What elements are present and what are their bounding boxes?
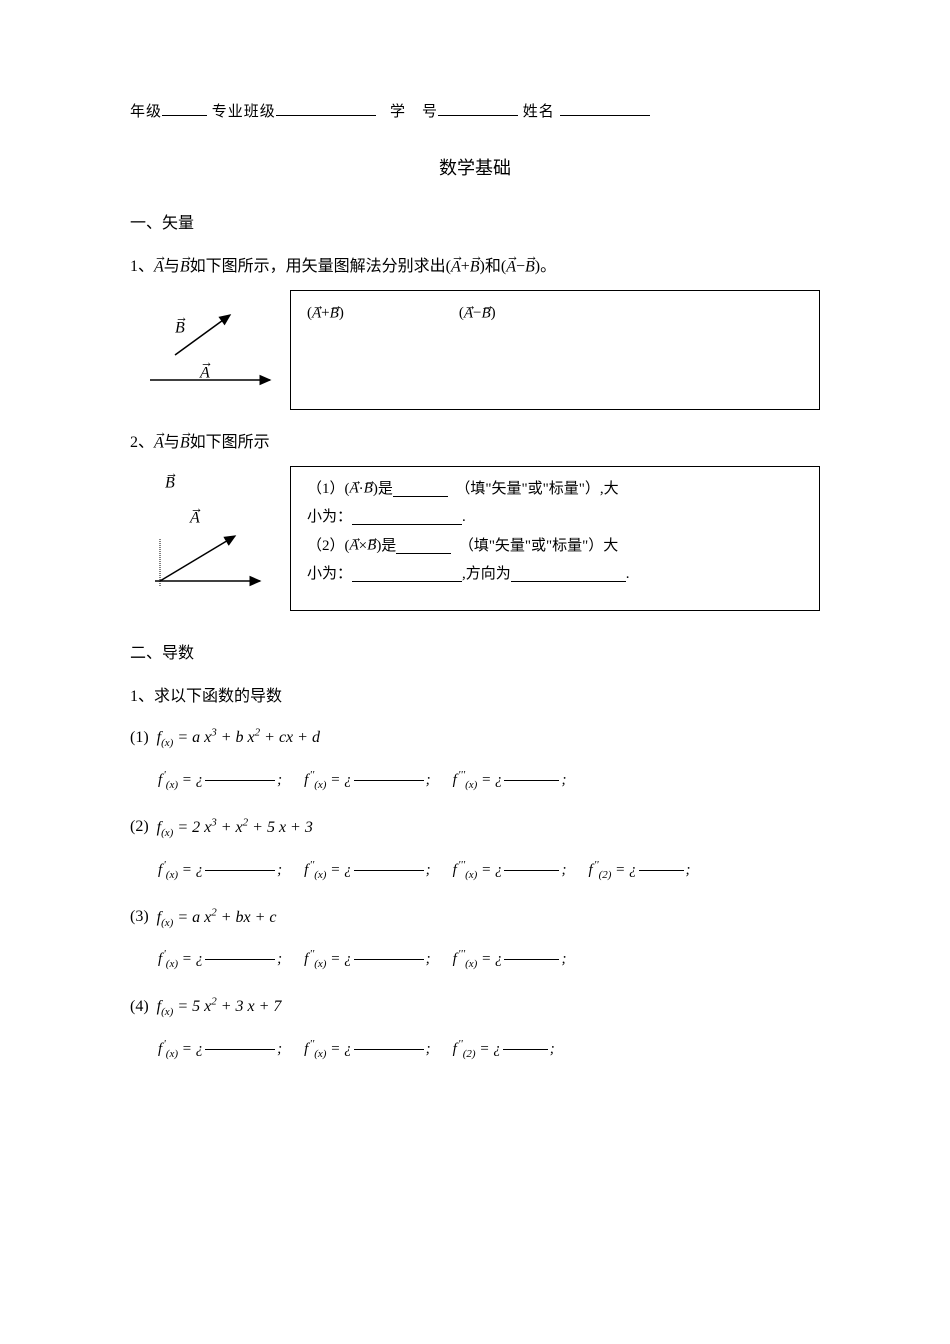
deriv3-expr: f(x) = a x2 + bx + c [157, 909, 277, 926]
header-info: 年级 专业班级 学 号 姓名 [130, 100, 820, 124]
deriv1-expr: f(x) = a x3 + b x2 + cx + d [157, 729, 320, 746]
blank-cross-type[interactable] [396, 539, 451, 554]
deriv2-func: (2) f(x) = 2 x3 + x2 + 5 x + 3 [130, 814, 820, 842]
deriv-item-2: (2) f(x) = 2 x3 + x2 + 5 x + 3 f '(x) = … [130, 814, 820, 884]
diagram1-A-label: A [200, 360, 210, 386]
vector-diagram-1: A B [130, 290, 280, 400]
p1-answer-box[interactable]: (A+B) (A−B) [290, 290, 820, 410]
diagram2-A-label: A [190, 506, 200, 532]
deriv3-func: (3) f(x) = a x2 + bx + c [130, 904, 820, 932]
p2-answer-box[interactable]: （1）(A·B)是 （填"矢量"或"标量"）,大 小为：. （2）(A×B)是 … [290, 466, 820, 611]
id-label: 学 号 [390, 104, 438, 120]
p2-line3: （2）(A×B)是 （填"矢量"或"标量"）大 [307, 532, 803, 561]
vec-B: B [180, 256, 190, 275]
page-title: 数学基础 [130, 154, 820, 183]
d1-fppp: f '''(x) = ¿; [453, 767, 567, 795]
problem-2-text: 2、A与B如下图所示 [130, 430, 820, 456]
p2-vec-B: B [180, 432, 190, 451]
p1-box-row: (A+B) (A−B) [307, 299, 803, 328]
p2-prefix: 2、 [130, 434, 154, 451]
p1-m4: )和( [480, 258, 507, 275]
p2-vec-A: A [154, 432, 164, 451]
problem-1: 1、A与B如下图所示，用矢量图解法分别求出(A+B)和(A−B)。 A B (A… [130, 254, 820, 410]
deriv3-answers: f '(x) = ¿; f ''(x) = ¿; f '''(x) = ¿; [130, 946, 820, 974]
vec-A3: A [506, 256, 516, 275]
p1-m2: 如下图所示，用矢量图解法分别求出( [190, 258, 451, 275]
p2-line2: 小为：. [307, 503, 803, 532]
name-blank[interactable] [560, 101, 650, 116]
deriv-prompt: 1、求以下函数的导数 [130, 684, 820, 710]
p1-prefix: 1、 [130, 258, 154, 275]
name-label: 姓名 [523, 104, 555, 120]
p2-diagram-row: A B （1）(A·B)是 （填"矢量"或"标量"）,大 小为：. （2）(A×… [130, 466, 820, 611]
deriv2-expr: f(x) = 2 x3 + x2 + 5 x + 3 [157, 819, 313, 836]
d1-fpp: f ''(x) = ¿; [304, 767, 430, 795]
grade-blank[interactable] [162, 101, 207, 116]
vector-diagram-2: A B [130, 466, 280, 596]
deriv1-answers: f '(x) = ¿; f ''(x) = ¿; f '''(x) = ¿; [130, 767, 820, 795]
vector-svg-2 [130, 466, 280, 596]
deriv-item-4: (4) f(x) = 5 x2 + 3 x + 7 f '(x) = ¿; f … [130, 994, 820, 1064]
deriv4-expr: f(x) = 5 x2 + 3 x + 7 [157, 998, 282, 1015]
deriv-item-1: (1) f(x) = a x3 + b x2 + cx + d f '(x) =… [130, 725, 820, 795]
major-blank[interactable] [276, 101, 376, 116]
problem-2: 2、A与B如下图所示 A B （1）(A·B)是 （填"矢量"或"标量"）,大 [130, 430, 820, 611]
AplusB-label: (A+B) [307, 299, 344, 328]
d2-fp: f '(x) = ¿; [158, 857, 282, 885]
blank-cross-dir[interactable] [511, 567, 626, 582]
diagram1-B-label: B [175, 315, 185, 341]
d2-fpp2: f ''(2) = ¿; [588, 857, 690, 885]
deriv4-func: (4) f(x) = 5 x2 + 3 x + 7 [130, 994, 820, 1022]
grade-label: 年级 [130, 104, 162, 120]
p1-diagram-row: A B (A+B) (A−B) [130, 290, 820, 410]
d4-fpp: f ''(x) = ¿; [304, 1036, 430, 1064]
blank-dot-mag[interactable] [352, 510, 462, 525]
d4-fpp2: f ''(2) = ¿; [453, 1036, 555, 1064]
deriv2-answers: f '(x) = ¿; f ''(x) = ¿; f '''(x) = ¿; f… [130, 857, 820, 885]
vec-B3: B [525, 256, 535, 275]
d2-fpp: f ''(x) = ¿; [304, 857, 430, 885]
problem-1-text: 1、A与B如下图所示，用矢量图解法分别求出(A+B)和(A−B)。 [130, 254, 820, 280]
vec-A2: A [451, 256, 461, 275]
d3-fp: f '(x) = ¿; [158, 946, 282, 974]
d3-fpp: f ''(x) = ¿; [304, 946, 430, 974]
section1-title: 一、矢量 [130, 211, 820, 237]
p2-line4: 小为：,方向为. [307, 560, 803, 589]
d1-fp: f '(x) = ¿; [158, 767, 282, 795]
d3-fppp: f '''(x) = ¿; [453, 946, 567, 974]
section2-title: 二、导数 [130, 641, 820, 667]
d4-fp: f '(x) = ¿; [158, 1036, 282, 1064]
major-label: 专业班级 [212, 104, 276, 120]
blank-cross-mag[interactable] [352, 567, 462, 582]
id-blank[interactable] [438, 101, 518, 116]
deriv1-func: (1) f(x) = a x3 + b x2 + cx + d [130, 725, 820, 753]
vec-A: A [154, 256, 164, 275]
deriv-item-3: (3) f(x) = a x2 + bx + c f '(x) = ¿; f '… [130, 904, 820, 974]
diagram2-B-label: B [165, 471, 175, 497]
p2-end: 如下图所示 [190, 434, 270, 451]
d2-fppp: f '''(x) = ¿; [453, 857, 567, 885]
p2-line1: （1）(A·B)是 （填"矢量"或"标量"）,大 [307, 475, 803, 504]
section-2: 二、导数 1、求以下函数的导数 (1) f(x) = a x3 + b x2 +… [130, 641, 820, 1064]
AminusB-label: (A−B) [459, 299, 496, 328]
vec-B2: B [470, 256, 480, 275]
blank-dot-type[interactable] [393, 482, 448, 497]
deriv4-answers: f '(x) = ¿; f ''(x) = ¿; f ''(2) = ¿; [130, 1036, 820, 1064]
